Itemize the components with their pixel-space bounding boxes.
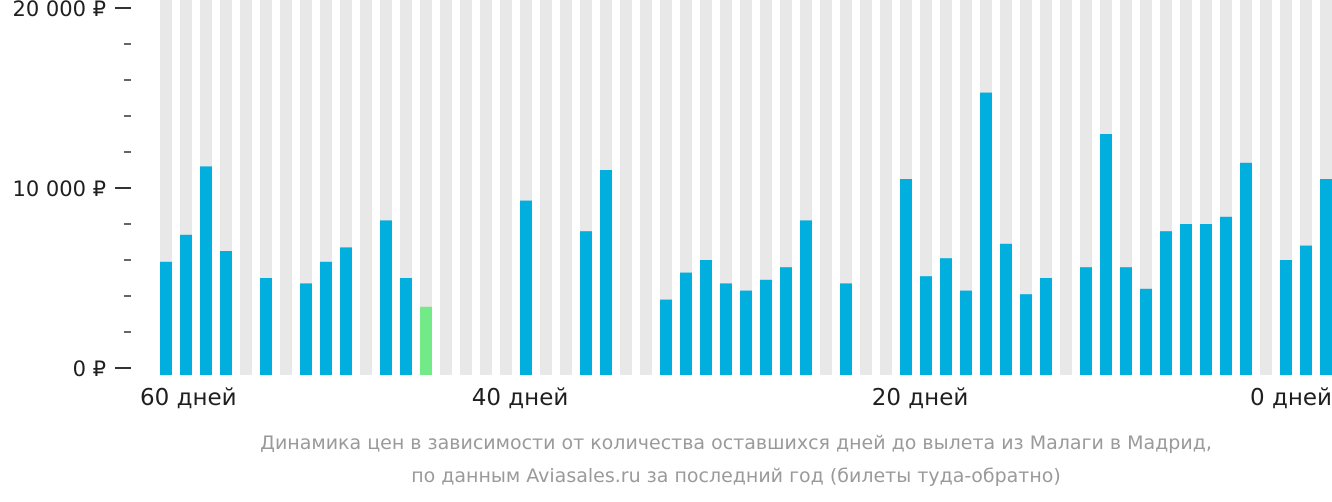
price-bar[interactable] [920, 276, 932, 375]
price-bar[interactable] [720, 283, 732, 375]
x-tick-label: 20 дней [872, 385, 969, 411]
day-column-bg [560, 0, 572, 375]
y-tick-label: 10 000 ₽ [12, 177, 106, 201]
day-column-bg [720, 0, 732, 375]
price-bar[interactable] [780, 267, 792, 375]
day-column-bg [500, 0, 512, 375]
price-bar[interactable] [1160, 231, 1172, 375]
day-column-bg [540, 0, 552, 375]
price-bar-cheapest[interactable] [420, 306, 432, 375]
price-bar[interactable] [1040, 278, 1052, 375]
day-column-bg [480, 0, 492, 375]
y-tick-label: 0 ₽ [73, 357, 106, 381]
day-column-bg [620, 0, 632, 375]
y-tick-label: 20 000 ₽ [12, 0, 106, 21]
price-bar[interactable] [220, 251, 232, 375]
price-bar[interactable] [740, 290, 752, 375]
day-column-bg [460, 0, 472, 375]
price-bar[interactable] [1320, 179, 1332, 375]
price-bar[interactable] [940, 258, 952, 375]
price-bar[interactable] [700, 260, 712, 375]
price-bar[interactable] [1180, 224, 1192, 375]
day-column-bg [820, 0, 832, 375]
price-bar[interactable] [1100, 134, 1112, 375]
chart-caption-line2: по данным Aviasales.ru за последний год … [411, 465, 1061, 487]
day-column-bg [640, 0, 652, 375]
price-bar[interactable] [400, 278, 412, 375]
price-bar[interactable] [960, 290, 972, 375]
day-column-bg [240, 0, 252, 375]
price-bar[interactable] [1080, 267, 1092, 375]
price-bar[interactable] [800, 220, 812, 375]
price-bars [160, 92, 1332, 375]
price-bar[interactable] [1120, 267, 1132, 375]
price-bar[interactable] [260, 278, 272, 375]
price-bar[interactable] [680, 272, 692, 375]
x-tick-label: 40 дней [472, 385, 569, 411]
day-column-bg [300, 0, 312, 375]
price-bar[interactable] [520, 200, 532, 375]
price-bar[interactable] [200, 166, 212, 375]
price-bar[interactable] [1140, 288, 1152, 375]
day-column-bg [660, 0, 672, 375]
day-column-bg [360, 0, 372, 375]
day-column-bg [880, 0, 892, 375]
day-column-bg [420, 0, 432, 375]
chart-caption-line1: Динамика цен в зависимости от количества… [260, 432, 1212, 454]
price-bar[interactable] [580, 231, 592, 375]
price-bar[interactable] [380, 220, 392, 375]
day-column-bg [1260, 0, 1272, 375]
price-bar[interactable] [1000, 243, 1012, 375]
price-bar[interactable] [1220, 216, 1232, 375]
x-axis: 60 дней 40 дней 20 дней 0 дней [140, 385, 1332, 411]
price-bar[interactable] [900, 179, 912, 375]
day-column-bg [440, 0, 452, 375]
price-bar[interactable] [660, 299, 672, 375]
price-bar[interactable] [1300, 245, 1312, 375]
price-bar[interactable] [1280, 260, 1292, 375]
day-column-bg [280, 0, 292, 375]
y-axis: 20 000 ₽ 10 000 ₽ 0 ₽ [12, 0, 131, 381]
price-bar[interactable] [1020, 294, 1032, 375]
price-bar[interactable] [840, 283, 852, 375]
day-column-bg [740, 0, 752, 375]
x-tick-label: 60 дней [140, 385, 237, 411]
price-bar[interactable] [1240, 162, 1252, 375]
price-bar[interactable] [180, 234, 192, 375]
price-chart: 20 000 ₽ 10 000 ₽ 0 ₽ 60 дней 40 дней 20 дне… [12, 0, 1332, 411]
day-column-bg [960, 0, 972, 375]
day-column-bg [860, 0, 872, 375]
price-bar[interactable] [1200, 224, 1212, 375]
price-bar[interactable] [980, 92, 992, 375]
day-column-bg [1060, 0, 1072, 375]
price-bar[interactable] [600, 170, 612, 375]
day-column-bg [1020, 0, 1032, 375]
day-column-bg [840, 0, 852, 375]
price-bar[interactable] [160, 261, 172, 375]
price-bar[interactable] [760, 279, 772, 375]
day-column-bg [1140, 0, 1152, 375]
x-tick-label: 0 дней [1250, 385, 1332, 411]
price-bar[interactable] [300, 283, 312, 375]
price-bar[interactable] [340, 247, 352, 375]
price-bar[interactable] [320, 261, 332, 375]
